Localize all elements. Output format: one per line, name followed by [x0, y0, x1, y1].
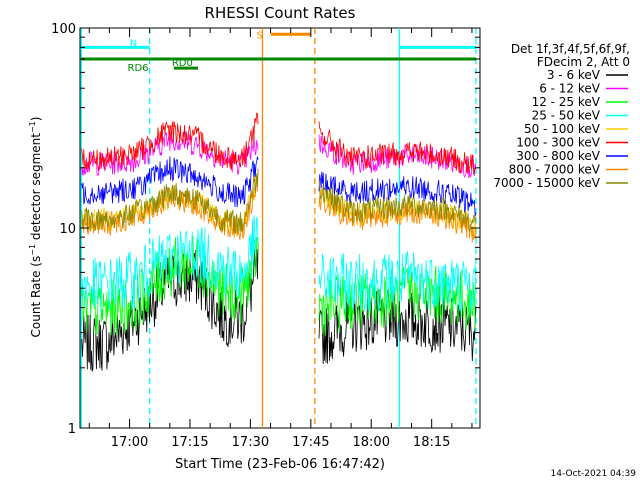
- annotation-bars: N S RD6 RD0: [81, 30, 476, 74]
- legend-entry-3to6kev: 3 - 6 keV: [547, 68, 601, 82]
- series-line-300to800kev: [81, 156, 477, 216]
- x-tick-label-3: 17:45: [292, 435, 329, 450]
- plot-area: [79, 27, 481, 429]
- chart-title: RHESSI Count Rates: [205, 4, 356, 22]
- y-axis: 1 10 100: [51, 22, 480, 437]
- y-axis-label-main: Count Rate (s: [29, 256, 43, 338]
- legend-entry-100to300kev: 100 - 300 keV: [516, 136, 600, 150]
- y-tick-label-2: 100: [51, 22, 76, 37]
- x-axis-label: Start Time (23-Feb-06 16:47:42): [175, 457, 385, 472]
- x-tick-label-4: 18:00: [353, 435, 390, 450]
- series-lines: [81, 112, 477, 372]
- series-line-7000to15000kev: [81, 168, 477, 234]
- y-axis-label: Count Rate (s−1 detector segment−1): [28, 117, 43, 338]
- legend-entry-12to25kev: 12 - 25 keV: [532, 95, 601, 109]
- x-tick-label-0: 17:00: [111, 435, 148, 450]
- y-axis-label-end: ): [29, 117, 43, 122]
- legend-entry-800to7000kev: 800 - 7000 keV: [509, 163, 601, 177]
- plot-frame: [79, 27, 481, 429]
- annotation-label-s: S: [257, 30, 263, 41]
- series-line-800to7000kev: [81, 171, 477, 243]
- x-tick-label-2: 17:30: [232, 435, 269, 450]
- annotation-label-rd0: RD0: [172, 58, 193, 69]
- y-axis-label-mid: detector segment: [29, 133, 43, 244]
- legend-entry-50to100kev: 50 - 100 keV: [524, 122, 601, 136]
- series-line-6to12kev: [81, 131, 477, 178]
- vertical-markers: [80, 28, 477, 428]
- legend: Det 1f,3f,4f,5f,6f,9f, FDecim 2, Att 0 3…: [493, 42, 630, 190]
- y-axis-label-sup2: −1: [28, 121, 37, 133]
- legend-entry-7000to15000kev: 7000 - 15000 keV: [493, 176, 600, 190]
- legend-header-line2: FDecim 2, Att 0: [537, 55, 630, 69]
- generation-timestamp: 14-Oct-2021 04:39: [551, 469, 637, 479]
- x-tick-label-1: 17:15: [171, 435, 208, 450]
- y-axis-label-sup1: −1: [28, 244, 37, 256]
- series-line-25to50kev: [81, 215, 477, 315]
- series-line-3to6kev: [81, 241, 477, 372]
- x-tick-label-5: 18:15: [413, 435, 450, 450]
- legend-entry-6to12kev: 6 - 12 keV: [539, 82, 601, 96]
- y-tick-label-1: 10: [59, 222, 76, 237]
- y-tick-label-0: 1: [68, 422, 76, 437]
- legend-entry-300to800kev: 300 - 800 keV: [516, 149, 600, 163]
- x-axis: 17:00 17:15 17:30 17:45 18:00 18:15: [88, 28, 473, 450]
- annotation-label-n: N: [130, 38, 137, 49]
- legend-entry-25to50kev: 25 - 50 keV: [532, 109, 601, 123]
- annotation-label-rd6: RD6: [128, 63, 149, 74]
- series-line-100to300kev: [81, 112, 477, 176]
- legend-header-line1: Det 1f,3f,4f,5f,6f,9f,: [511, 42, 630, 56]
